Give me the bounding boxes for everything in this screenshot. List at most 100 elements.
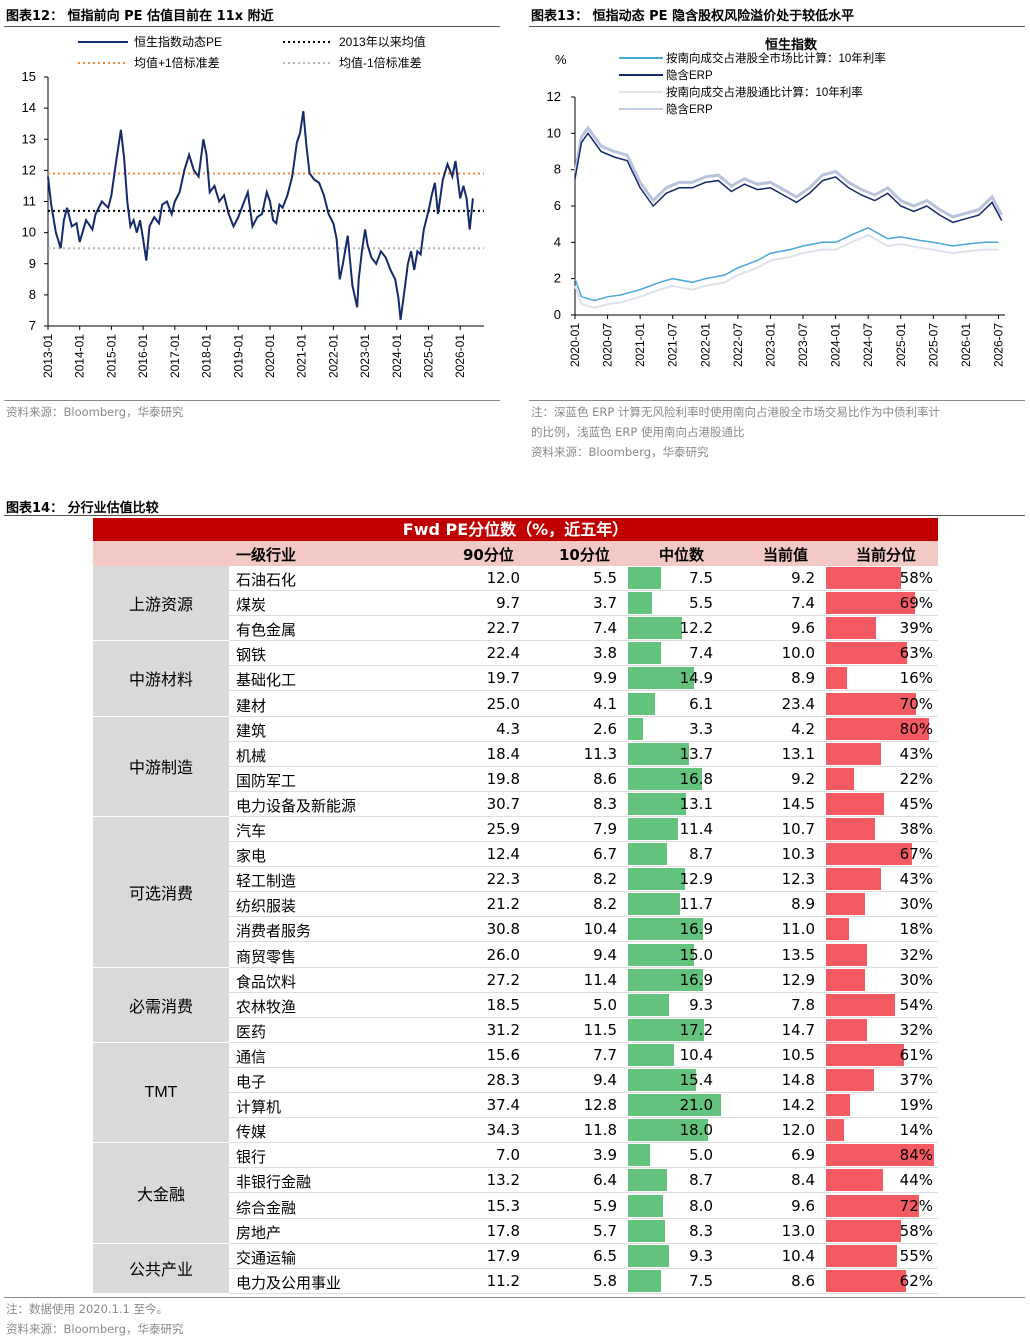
industry-name: 石油石化 — [236, 571, 297, 589]
row-separator — [229, 615, 938, 617]
current-pct-bar — [826, 567, 901, 589]
current-pct-value: 39% — [899, 619, 933, 638]
fig13-chart-title: 恒生指数 — [765, 37, 818, 52]
row-separator — [229, 765, 938, 767]
median-bar — [628, 1119, 708, 1142]
fig12-x-tick-label: 2024-01 — [390, 334, 404, 378]
current-pct-value: 58% — [899, 569, 933, 587]
fig13-x-tick-label: 2025-07 — [926, 323, 940, 367]
current-value: 4.2 — [791, 719, 815, 738]
median-value: 15.4 — [679, 1071, 713, 1089]
fig13-y-unit: % — [555, 52, 567, 67]
col-header-current: 当前值 — [763, 546, 809, 564]
median-value: 12.9 — [679, 870, 713, 889]
fig12-legend-label: 均值+1倍标准差 — [134, 55, 220, 70]
current-pct-bar — [826, 792, 884, 815]
row-separator — [229, 1092, 938, 1093]
p90-value: 19.8 — [486, 769, 520, 788]
row-separator — [229, 841, 938, 842]
current-pct-bar — [826, 843, 913, 866]
current-pct-value: 16% — [899, 669, 933, 688]
fig12-x-tick-label: 2026-01 — [453, 334, 467, 378]
table-row: 银行 7.0 3.9 5.0 6.9 84% — [93, 1143, 938, 1169]
fig13-chart: 恒生指数% 12 10 8 6 4 2 0 2020-01 2020-07 2021-01 2021-… — [547, 37, 1006, 367]
industry-name: 综合金融 — [236, 1198, 297, 1217]
row-separator — [229, 1217, 938, 1219]
median-bar — [628, 1069, 697, 1091]
p90-value: 4.3 — [496, 719, 520, 738]
current-value: 9.2 — [791, 569, 815, 587]
current-value: 8.4 — [791, 1171, 815, 1190]
fig13-y-tick-label: 2 — [554, 271, 561, 286]
group-label: 中游材料 — [93, 641, 229, 717]
fig13-title: 图表13： 恒指动态 PE 隐含股权风险溢价处于较低水平 — [531, 9, 855, 24]
fig13-legend-label: 隐含ERP — [666, 68, 713, 82]
fig12-x-tick-label: 2023-01 — [358, 334, 372, 378]
col-header-median: 中位数 — [659, 546, 705, 564]
median-value: 15.0 — [679, 945, 713, 964]
fig12-legend-label: 2013年以来均值 — [339, 34, 426, 49]
p10-value: 5.5 — [593, 569, 617, 587]
current-pct-bar — [826, 893, 865, 916]
current-value: 13.0 — [781, 1221, 815, 1240]
fig13-erp-southbound-line — [573, 125, 1004, 219]
table-row: 国防军工 19.8 8.6 16.8 9.2 22% — [93, 767, 938, 792]
current-pct-value: 45% — [899, 794, 933, 813]
current-value: 14.5 — [781, 794, 815, 813]
p10-value: 5.7 — [593, 1221, 617, 1240]
median-value: 7.5 — [689, 1271, 713, 1290]
current-pct-value: 32% — [899, 945, 933, 964]
current-pct-value: 43% — [899, 744, 933, 763]
current-pct-value: 84% — [899, 1146, 933, 1165]
current-pct-value: 58% — [899, 1221, 933, 1240]
table-row: 计算机 37.4 12.8 21.0 14.2 19% — [93, 1093, 938, 1119]
median-bar — [628, 1169, 667, 1192]
fig13-rate-southbound-line — [574, 233, 999, 309]
table-row: 消费者服务 30.8 10.4 16.9 11.0 18% — [93, 917, 938, 943]
table-row: 农林牧渔 18.5 5.0 9.3 7.8 54% — [93, 993, 938, 1018]
current-pct-bar — [826, 717, 929, 740]
median-value: 17.2 — [679, 1020, 713, 1039]
p10-value: 3.9 — [593, 1146, 617, 1165]
median-value: 16.8 — [679, 769, 713, 788]
industry-name: 煤炭 — [236, 596, 267, 615]
industry-name: 钢铁 — [236, 646, 267, 665]
fig12-y-tick-label: 15 — [22, 69, 36, 84]
p90-value: 9.7 — [496, 594, 520, 613]
fig12-legend-label: 恒生指数动态PE — [134, 34, 222, 49]
current-pct-value: 72% — [899, 1196, 933, 1215]
current-value: 8.9 — [791, 895, 815, 914]
p90-value: 7.0 — [496, 1146, 520, 1165]
fig12-x-tick-label: 2021-01 — [295, 334, 309, 378]
p90-value: 18.4 — [486, 744, 520, 763]
fig13-legend-label: 按南向成交占港股通比计算：10年利率 — [666, 85, 863, 99]
col-header-industry: 一级行业 — [236, 546, 297, 564]
median-value: 6.1 — [689, 694, 713, 713]
fig12-x-tick-label: 2017-01 — [168, 334, 182, 378]
fig13-x-tick-label: 2023-07 — [796, 323, 810, 367]
row-separator — [229, 966, 938, 968]
p10-value: 6.5 — [593, 1246, 617, 1265]
fig13-note-line1: 注：深蓝色 ERP 计算无风险利率时使用南向占港股全市场交易比作为中债利率计 — [531, 405, 940, 419]
industry-name: 农林牧渔 — [236, 997, 297, 1016]
row-separator — [229, 941, 938, 943]
current-pct-bar — [826, 692, 916, 715]
fig14-source: 资料来源：Bloomberg，华泰研究 — [6, 1322, 184, 1336]
current-pct-bar — [826, 642, 907, 665]
fig13-x-tick-label: 2022-01 — [698, 323, 712, 367]
median-bar — [628, 843, 667, 866]
p90-value: 15.6 — [486, 1045, 520, 1064]
fig12-chart: 15 14 13 12 11 10 9 8 7 2013-01 2014-01 2015-01 2016… — [22, 34, 484, 378]
current-value: 8.6 — [791, 1271, 815, 1290]
median-bar — [628, 818, 679, 840]
industry-name: 轻工制造 — [236, 872, 297, 891]
median-value: 7.5 — [689, 569, 713, 587]
row-separator — [229, 1167, 938, 1169]
fig13-y-tick-label: 10 — [547, 125, 561, 140]
fig13-x-tick-label: 2024-01 — [829, 323, 843, 367]
p90-value: 22.3 — [486, 870, 520, 889]
table-row: 煤炭 9.7 3.7 5.5 7.4 69% — [93, 591, 938, 617]
p10-value: 8.2 — [593, 895, 617, 914]
group-label: 上游资源 — [93, 566, 229, 642]
current-pct-bar — [826, 1119, 844, 1142]
